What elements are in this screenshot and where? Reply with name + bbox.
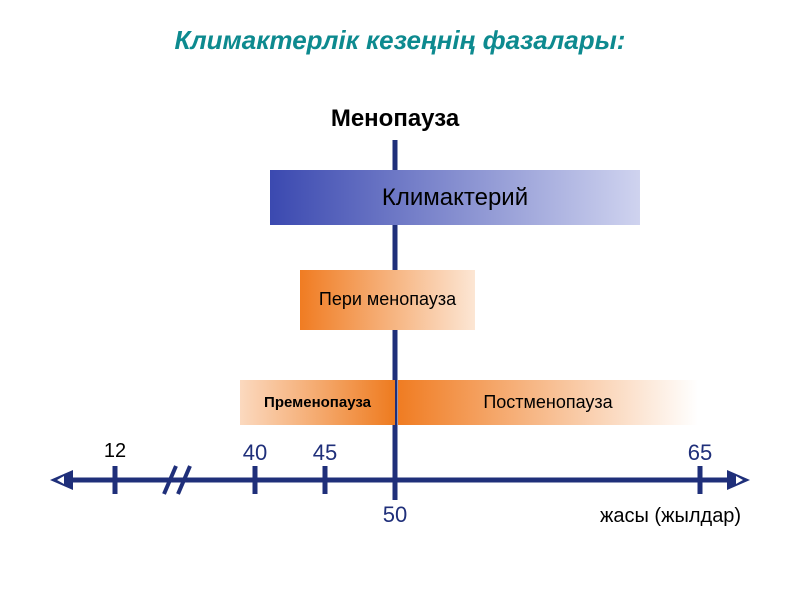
axis-label: жасы (жылдар) [600, 505, 741, 528]
axis-tick-label: 45 [305, 440, 345, 466]
axis-tick-label: 12 [95, 440, 135, 463]
axis-tick-label: 65 [680, 440, 720, 466]
axis-tick-label: 40 [235, 440, 275, 466]
axis-tick-label: 50 [375, 502, 415, 528]
